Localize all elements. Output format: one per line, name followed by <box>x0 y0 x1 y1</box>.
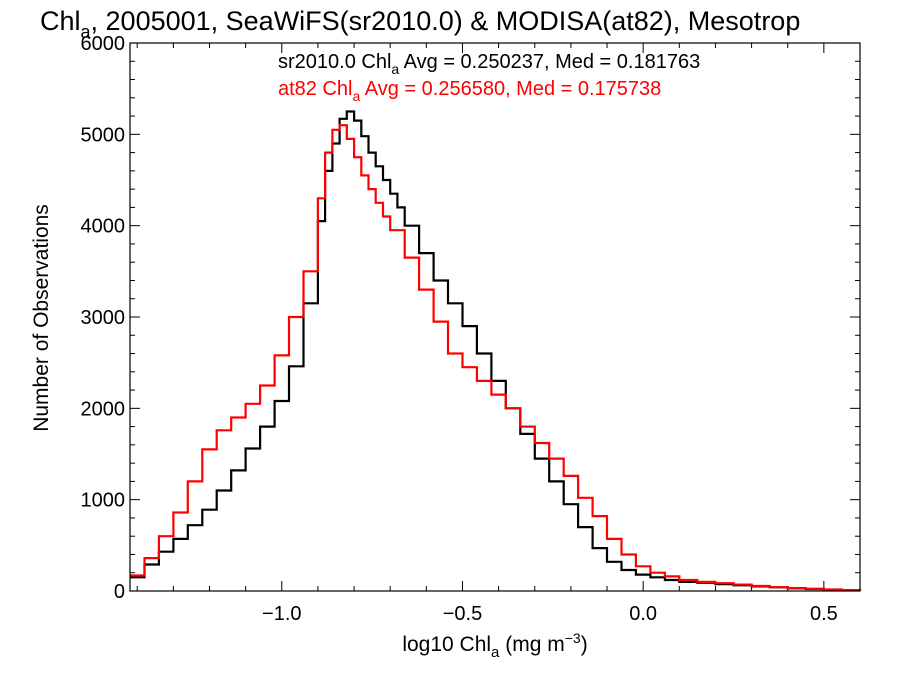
series-sr2010-line <box>130 110 862 592</box>
series-at82-line <box>130 124 862 592</box>
annotation-sr2010-sub: a <box>391 61 399 77</box>
x-axis-label-end: ) <box>581 633 588 656</box>
x-tick-labels: −1.0 −0.5 0.0 0.5 <box>262 603 838 625</box>
annotation-sr2010-post: Avg = 0.250237, Med = 0.181763 <box>399 51 700 73</box>
x-axis-label-sup: −3 <box>565 630 581 646</box>
annotation-sr2010: sr2010.0 Chla Avg = 0.250237, Med = 0.18… <box>278 51 700 77</box>
x-axis-label-rest: (mg m <box>499 633 564 656</box>
y-tick-label: 4000 <box>81 216 126 238</box>
x-tick-label: −1.0 <box>262 603 301 625</box>
chart-title: Chla, 2005001, SeaWiFS(sr2010.0) & MODIS… <box>40 6 800 42</box>
x-tick-label: 0.5 <box>810 603 838 625</box>
chart-title-main: Chl <box>40 6 81 36</box>
y-tick-label: 6000 <box>81 33 126 55</box>
annotation-at82-pre: at82 Chl <box>278 78 353 100</box>
y-tick-label: 0 <box>114 581 125 603</box>
annotation-at82-post: Avg = 0.256580, Med = 0.175738 <box>360 78 661 100</box>
y-tick-labels: 0 1000 2000 3000 4000 5000 6000 <box>81 33 126 603</box>
plot-frame <box>129 42 861 592</box>
annotation-sr2010-pre: sr2010.0 Chl <box>278 51 391 73</box>
chart-title-subscript: a <box>81 22 92 42</box>
x-axis-label-main: log10 Chl <box>402 633 491 656</box>
annotation-at82: at82 Chla Avg = 0.256580, Med = 0.175738 <box>278 78 661 104</box>
x-axis-label: log10 Chla (mg m−3) <box>402 630 587 661</box>
x-tick-label: 0.0 <box>629 603 657 625</box>
x-axis-label-sub: a <box>491 644 500 661</box>
y-tick-label: 2000 <box>81 398 126 420</box>
y-tick-label: 1000 <box>81 490 126 512</box>
chart-title-rest: , 2005001, SeaWiFS(sr2010.0) & MODISA(at… <box>91 6 801 36</box>
x-tick-label: −0.5 <box>443 603 482 625</box>
y-tick-label: 5000 <box>81 124 126 146</box>
y-axis-label: Number of Observations <box>30 204 53 432</box>
axis-ticks <box>130 42 861 592</box>
y-tick-label: 3000 <box>81 307 126 329</box>
annotation-at82-sub: a <box>353 88 361 104</box>
